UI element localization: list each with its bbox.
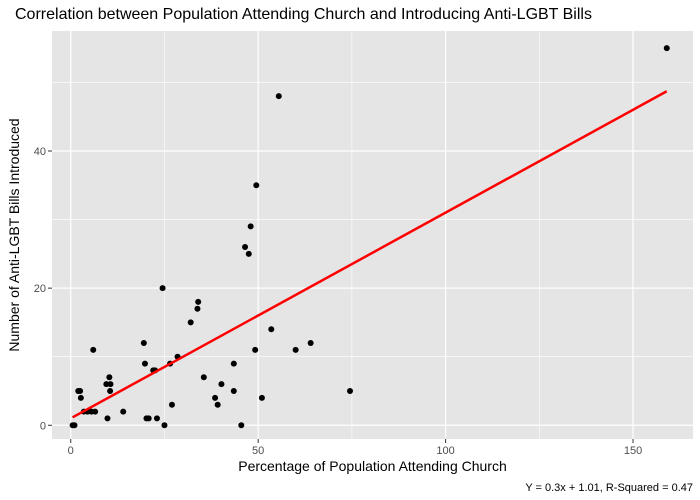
y-tick-label: 0	[40, 420, 46, 432]
data-point	[92, 408, 99, 415]
data-point	[238, 422, 245, 429]
data-points	[69, 45, 670, 429]
data-point	[195, 298, 202, 305]
data-point	[106, 374, 113, 381]
regression-line	[72, 90, 668, 419]
data-point	[161, 422, 168, 429]
data-point	[107, 388, 114, 394]
data-point	[153, 415, 160, 422]
trend-line-layer	[72, 90, 668, 419]
data-point	[200, 374, 207, 381]
y-axis-title: Number of Anti-LGBT Bills Introduced	[6, 118, 22, 351]
y-tick-label: 20	[34, 283, 46, 295]
data-point	[71, 422, 78, 429]
data-point	[168, 401, 175, 408]
grid-minor	[52, 31, 693, 439]
data-point	[107, 381, 114, 388]
data-point	[347, 388, 354, 394]
data-point	[212, 394, 219, 401]
data-point	[77, 394, 84, 401]
data-point	[252, 346, 259, 353]
data-point	[214, 401, 221, 408]
axis-ticks: 0 50 100 150 0 20 40	[34, 146, 642, 457]
data-point	[187, 319, 194, 326]
x-tick-label: 150	[624, 445, 642, 457]
grid-major	[52, 31, 693, 439]
data-point	[77, 388, 84, 394]
chart-title: Correlation between Population Attending…	[15, 6, 592, 23]
data-point	[104, 415, 111, 422]
data-point	[230, 388, 237, 394]
data-point	[159, 285, 166, 292]
x-tick-label: 0	[68, 445, 74, 457]
data-point	[268, 326, 275, 333]
data-point	[90, 346, 97, 353]
data-point	[194, 305, 201, 312]
data-point	[120, 408, 127, 415]
x-tick-label: 50	[252, 445, 264, 457]
data-point	[141, 360, 148, 367]
plot-panel	[52, 31, 693, 439]
data-point	[140, 340, 147, 346]
data-point	[242, 244, 249, 250]
data-point	[247, 223, 254, 230]
data-point	[145, 415, 152, 422]
data-point	[253, 182, 260, 189]
data-point	[275, 93, 282, 100]
data-point	[230, 360, 237, 367]
data-point	[218, 381, 225, 388]
data-point	[258, 394, 265, 401]
data-point	[663, 45, 670, 52]
data-point	[103, 381, 110, 388]
x-axis-title: Percentage of Population Attending Churc…	[238, 458, 507, 474]
data-point	[245, 250, 252, 257]
x-tick-label: 100	[436, 445, 454, 457]
data-point	[307, 340, 314, 346]
y-tick-label: 40	[34, 146, 46, 158]
regression-caption: Y = 0.3x + 1.01, R-Squared = 0.47	[525, 482, 693, 494]
data-point	[292, 346, 299, 353]
